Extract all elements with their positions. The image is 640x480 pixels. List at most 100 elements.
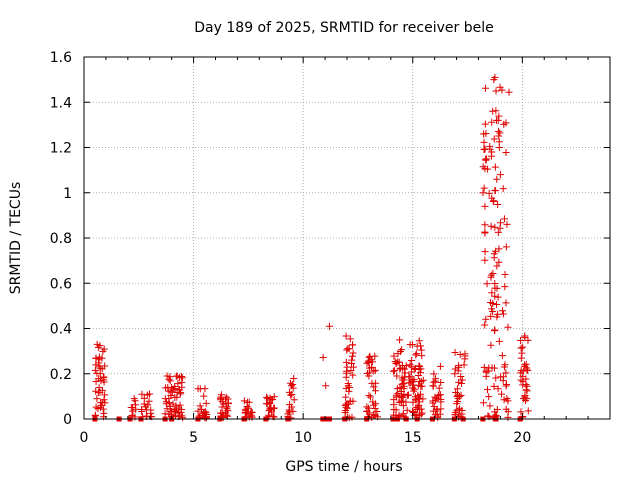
data-point [218,398,226,406]
data-point [417,365,425,373]
data-point [200,409,208,417]
data-point [325,322,333,330]
data-point [524,407,532,415]
data-point [436,410,444,418]
data-point [481,321,489,329]
data-point [171,382,179,390]
data-point [284,410,292,418]
data-point [457,372,465,380]
data-point [161,395,169,403]
data-point [519,343,527,351]
data-point [430,378,438,386]
data-point [454,391,462,399]
data-point [349,349,357,357]
y-tick-label: 0.2 [50,367,72,383]
y-axis-label: SRMTID / TECUs [8,182,24,295]
data-point [367,393,375,401]
data-point [287,382,295,390]
data-point [497,373,505,381]
x-tick-label: 15 [404,430,422,446]
data-point [344,380,352,388]
data-point [501,283,509,291]
data-point [176,390,184,398]
data-point [223,411,231,419]
data-point [519,372,527,380]
data-point [491,163,499,171]
data-point [342,400,350,408]
data-point [495,258,503,266]
data-point [451,349,459,357]
data-point [492,374,500,382]
data-point [457,379,465,387]
data-point [392,391,400,399]
data-point [369,398,377,406]
data-point [289,380,297,388]
data-point [349,397,357,405]
data-point [461,350,469,358]
data-point [344,345,352,353]
data-point [458,376,466,384]
data-point [173,393,181,401]
data-point [487,312,495,320]
data-point [343,346,351,354]
data-point [482,155,490,163]
data-point [290,396,298,404]
axis-ticks: 0 5 10 15 20 0 0.2 0.4 0.6 0.8 1 1.2 1.4 1.6 [50,50,610,446]
data-point [175,404,183,412]
data-point [240,397,248,405]
data-point [364,357,372,365]
data-point [266,394,274,402]
data-point [485,393,493,401]
data-point [498,307,506,315]
data-point [175,386,183,394]
data-point [491,223,499,231]
data-point [391,367,399,375]
data-point [400,376,408,384]
data-point [174,409,182,417]
data-point [92,378,100,386]
data-point [493,300,501,308]
data-point [92,361,100,369]
data-point [194,385,202,393]
data-point [405,373,413,381]
data-point [436,362,444,370]
data-point [484,412,492,420]
data-point [453,400,461,408]
data-point [502,243,510,251]
data-point [391,358,399,366]
data-point [217,393,225,401]
data-point [517,336,525,344]
y-tick-label: 0.8 [50,231,72,247]
data-point [145,397,153,405]
data-point [138,390,146,398]
data-point [489,269,497,277]
data-point [408,363,416,371]
data-point [453,385,461,393]
data-point [345,387,353,395]
data-point [399,364,407,372]
data-point [416,377,424,385]
data-point [482,372,490,380]
data-point [342,332,350,340]
data-point [176,401,184,409]
data-point [500,215,508,223]
data-point [365,364,373,372]
data-point [393,385,401,393]
data-point [487,222,495,230]
data-point [319,353,327,361]
y-tick-label: 0.4 [50,322,72,338]
data-point [162,384,170,392]
data-point [369,411,377,419]
data-point [370,367,378,375]
data-point [491,186,499,194]
data-point [491,280,499,288]
data-point [322,382,330,390]
data-point [266,405,274,413]
data-point [371,366,379,374]
data-point [349,341,357,349]
data-point [98,386,106,394]
data-point [365,404,373,412]
data-point [491,292,499,300]
data-point [480,363,488,371]
data-point [93,395,101,403]
